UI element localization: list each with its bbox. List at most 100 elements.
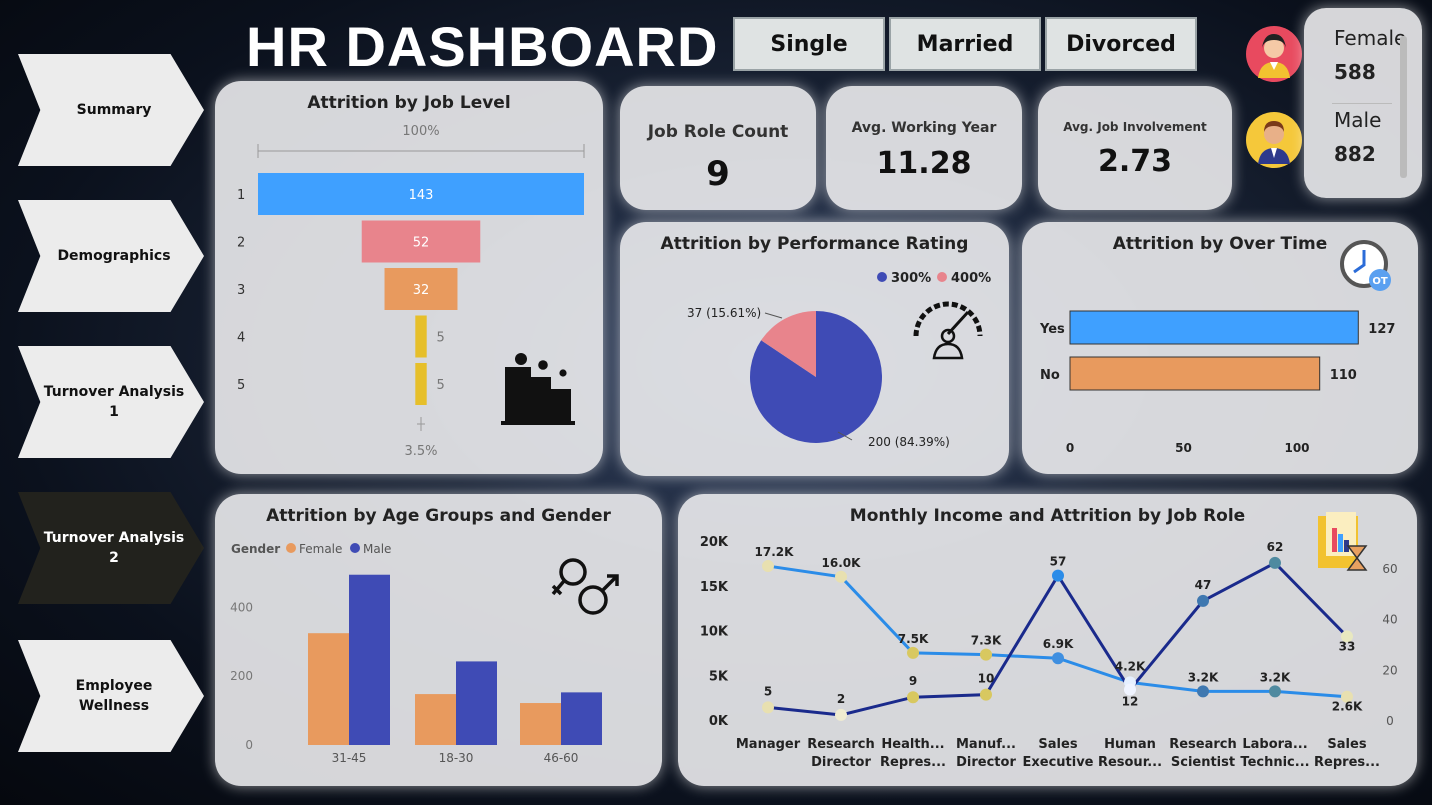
- job-level-card: Attrition by Job Level 100% 1 143 2 52 3 32 4 5 5…: [215, 81, 603, 474]
- attrition-point: [1197, 594, 1209, 607]
- age-gender-bar: [561, 692, 602, 745]
- income-data-label: 3.2K: [1188, 670, 1219, 684]
- chart-title: Monthly Income and Attrition by Job Role: [849, 506, 1246, 526]
- x-category-label: Health... Repres...: [880, 737, 946, 770]
- male-count: 882: [1334, 142, 1376, 166]
- income-point: [980, 648, 992, 661]
- attrition-point: [907, 691, 919, 704]
- filter-married-button[interactable]: Married: [889, 17, 1041, 71]
- x-tick-label: 100: [1284, 441, 1309, 455]
- funnel-bar: [258, 173, 584, 215]
- male-label: Male: [1334, 108, 1382, 132]
- report-hourglass-icon: [1318, 512, 1368, 571]
- y-right-tick-label: 0: [1386, 714, 1394, 728]
- income-data-label: 7.5K: [898, 632, 929, 646]
- funnel-bar: [415, 315, 427, 358]
- legend-marker: [350, 543, 360, 553]
- x-category-label: Sales Executive: [1022, 737, 1093, 770]
- nav-wellness-button[interactable]: Employee Wellness: [18, 640, 204, 752]
- funnel-value-label: 52: [413, 236, 430, 251]
- x-category-label: Sales Repres...: [1314, 737, 1380, 770]
- income-data-label: 17.2K: [755, 545, 795, 559]
- pie-leader-line: [764, 312, 783, 319]
- kpi-label: Avg. Working Year: [851, 120, 997, 136]
- age-gender-bar: [456, 661, 497, 745]
- income-point: [1052, 652, 1064, 665]
- x-tick-label: 31-45: [332, 751, 367, 765]
- bar-value-label: 127: [1368, 322, 1395, 337]
- overtime-bar: [1069, 310, 1359, 345]
- income-data-label: 7.3K: [971, 634, 1002, 648]
- female-count: 588: [1334, 60, 1376, 84]
- funnel-bar: [361, 220, 481, 263]
- overtime-bar-chart: Yes 127 No 110 0 50 100 OT: [1039, 240, 1395, 455]
- x-category-label: Research Scientist: [1169, 737, 1237, 770]
- x-category-label: Labora... Technic...: [1240, 737, 1309, 770]
- income-point: [1197, 685, 1209, 698]
- attrition-point: [835, 708, 847, 721]
- income-data-label: 6.9K: [1043, 637, 1074, 651]
- attrition-point: [1052, 569, 1064, 582]
- income-data-label: 4.2K: [1115, 659, 1146, 673]
- age-gender-bar: [349, 574, 390, 745]
- overtime-card: Attrition by Over Time Yes 127 No 110 0 50 100…: [1022, 222, 1418, 474]
- funnel-value-label: 5: [437, 378, 445, 393]
- y-right-tick-label: 20: [1382, 663, 1397, 677]
- chart-title: Attrition by Over Time: [1112, 234, 1328, 254]
- nav-demographics-button[interactable]: Demographics: [18, 200, 204, 312]
- kpi-value: 2.73: [1097, 144, 1173, 179]
- nav-turnover-1-button[interactable]: Turnover Analysis 1: [18, 346, 204, 458]
- legend-label: Male: [363, 542, 391, 556]
- nav-summary-button[interactable]: Summary: [18, 54, 204, 166]
- income-data-label: 16.0K: [822, 556, 862, 570]
- age-gender-card: Attrition by Age Groups and Gender Gende…: [215, 494, 662, 786]
- x-category-label: Manuf... Director: [956, 737, 1016, 770]
- x-category-label: Human Resour...: [1098, 737, 1162, 770]
- attrition-data-label: 62: [1267, 540, 1284, 554]
- female-label: Female: [1334, 26, 1407, 50]
- chart-title: Attrition by Performance Rating: [660, 234, 969, 254]
- overtime-bar: [1069, 356, 1321, 391]
- attrition-data-label: 47: [1195, 578, 1212, 592]
- performance-pie-chart: 300% 400% 37 (15.61%) 200 (84.39%): [687, 271, 991, 449]
- svg-text:OT: OT: [1372, 276, 1388, 287]
- job-level-funnel-chart: 100% 1 143 2 52 3 32 4 5 5 5 3.5%: [237, 124, 585, 459]
- nav-turnover-2-button[interactable]: Turnover Analysis 2: [18, 492, 204, 604]
- filter-single-button[interactable]: Single: [733, 17, 885, 71]
- kpi-job-role-count-card: Job Role Count 9: [620, 86, 816, 210]
- funnel-bar: [415, 363, 427, 405]
- income-point: [907, 646, 919, 659]
- age-gender-bar: [415, 694, 456, 745]
- attrition-point: [1124, 683, 1136, 696]
- income-data-label: 2.6K: [1332, 700, 1363, 714]
- age-gender-bar: [308, 633, 349, 745]
- funnel-value-label: 143: [409, 188, 434, 203]
- scrollbar[interactable]: [1400, 36, 1407, 178]
- income-point: [1341, 690, 1353, 703]
- attrition-point: [1341, 630, 1353, 643]
- funnel-category-label: 2: [237, 236, 245, 251]
- attrition-point: [762, 701, 774, 714]
- attrition-data-label: 12: [1122, 695, 1139, 709]
- gauge-person-icon: [913, 301, 983, 360]
- x-category-label: Research Director: [807, 737, 875, 770]
- bar-value-label: 110: [1330, 368, 1357, 383]
- legend-title: Gender: [231, 542, 280, 556]
- funnel-value-label: 32: [413, 283, 430, 298]
- funnel-category-label: 1: [237, 188, 245, 203]
- age-gender-bar-chart: Gender Female Male 0 200 400 31-45 18-30 46-60: [230, 542, 619, 765]
- y-left-tick-label: 20K: [700, 535, 729, 550]
- legend-label: 300%: [891, 271, 931, 286]
- legend-label: Female: [299, 542, 342, 556]
- pie-data-label: 37 (15.61%): [687, 306, 761, 320]
- filter-divorced-button[interactable]: Divorced: [1045, 17, 1197, 71]
- y-left-tick-label: 5K: [709, 669, 729, 684]
- y-right-tick-label: 60: [1382, 562, 1397, 576]
- bar-category-label: No: [1040, 368, 1060, 383]
- gender-symbol-icon: [551, 558, 619, 615]
- income-attrition-line-chart: 0K 5K 10K 15K 20K 0 20 40 60 17.2K 16.0K 7.5K 7.3K 6.…: [700, 512, 1398, 770]
- performance-rating-card: Attrition by Performance Rating 300% 400%…: [620, 222, 1009, 476]
- female-avatar-icon: [1246, 26, 1302, 82]
- attrition-data-label: 10: [978, 672, 995, 686]
- income-point: [835, 570, 847, 583]
